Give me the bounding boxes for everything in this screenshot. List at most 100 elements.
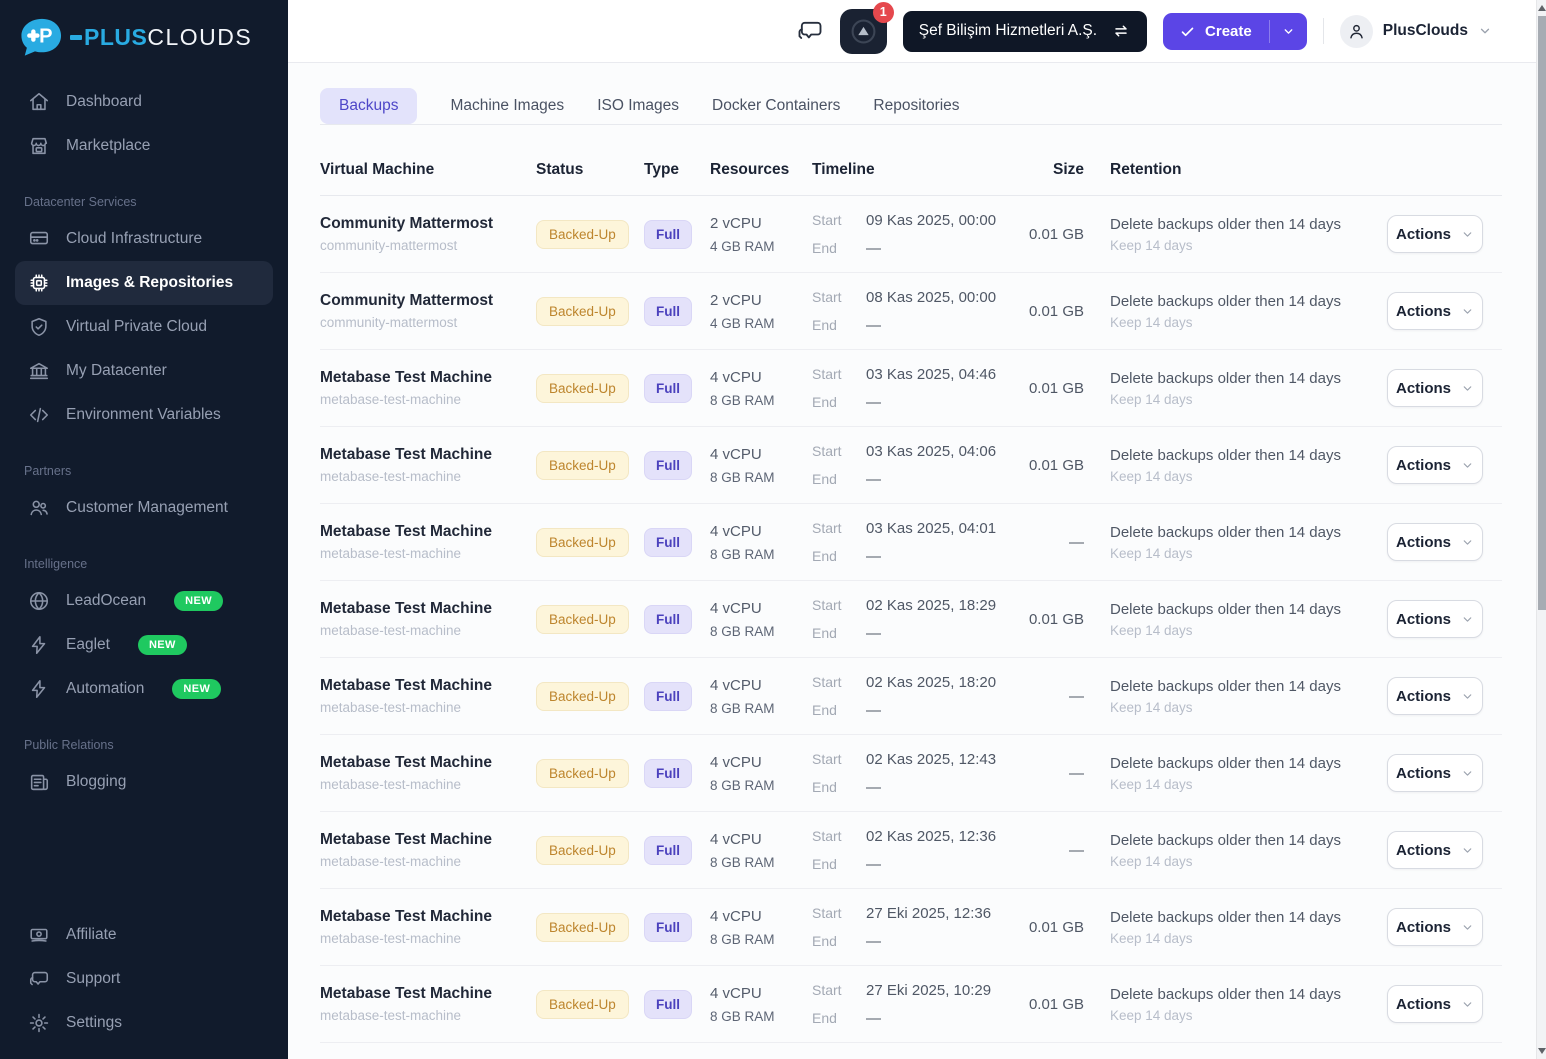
vm-name: Metabase Test Machine: [320, 985, 492, 1002]
retention-cell: Delete backups older then 14 days Keep 1…: [1084, 216, 1366, 253]
vm-name: Community Mattermost: [320, 215, 494, 232]
vm-cell: Metabase Test Machine metabase-test-mach…: [320, 677, 536, 715]
sidebar-item-eaglet[interactable]: Eaglet NEW: [0, 623, 288, 667]
timeline-end-label: End: [812, 855, 837, 872]
vcpu-value: 4 vCPU: [710, 368, 762, 386]
actions-button[interactable]: Actions: [1387, 215, 1483, 253]
status-badge: Backed-Up: [536, 989, 629, 1019]
sidebar-item-images-repositories[interactable]: Images & Repositories: [15, 261, 273, 305]
type-badge: Full: [644, 681, 692, 711]
timeline-cell: Start 27 Eki 2025, 12:36 End —: [812, 905, 1008, 950]
column-header-type: Type: [644, 161, 680, 178]
vm-name: Metabase Test Machine: [320, 600, 492, 617]
type-cell: Full: [644, 219, 710, 249]
actions-button[interactable]: Actions: [1387, 292, 1483, 330]
resources-cell: 2 vCPU 4 GB RAM: [710, 215, 812, 254]
actions-cell: Actions: [1366, 831, 1502, 869]
sidebar-item-my-datacenter[interactable]: My Datacenter: [0, 349, 288, 393]
actions-button[interactable]: Actions: [1387, 677, 1483, 715]
size-value: —: [1069, 841, 1084, 859]
actions-cell: Actions: [1366, 985, 1502, 1023]
retention-policy: Delete backups older then 14 days: [1110, 446, 1341, 464]
tab-backups[interactable]: Backups: [320, 88, 418, 124]
actions-button[interactable]: Actions: [1387, 446, 1483, 484]
scrollbar-down-arrow[interactable]: [1538, 1048, 1546, 1054]
resources-cell: 4 vCPU 8 GB RAM: [710, 754, 812, 793]
actions-button[interactable]: Actions: [1387, 908, 1483, 946]
status-badge: Backed-Up: [536, 219, 629, 249]
sidebar-item-virtual-private-cloud[interactable]: Virtual Private Cloud: [0, 305, 288, 349]
newspaper-icon: [30, 774, 49, 791]
table-row: Metabase Test Machine metabase-test-mach…: [320, 658, 1502, 735]
timeline-cell: Start 02 Kas 2025, 18:20 End —: [812, 674, 1008, 719]
actions-button[interactable]: Actions: [1387, 985, 1483, 1023]
timeline-start-value: 27 Eki 2025, 12:36: [866, 904, 992, 922]
status-cell: Backed-Up: [536, 989, 644, 1019]
sidebar-item-environment-variables[interactable]: Environment Variables: [0, 393, 288, 437]
timeline-end-value: —: [866, 316, 881, 334]
sidebar-item-label: Eaglet: [66, 636, 110, 653]
sidebar-item-automation[interactable]: Automation NEW: [0, 667, 288, 711]
person-icon: [1349, 24, 1363, 39]
tab-machine-images[interactable]: Machine Images: [450, 97, 565, 114]
sidebar-item-settings[interactable]: Settings: [0, 1001, 288, 1045]
timeline-end-label: End: [812, 701, 837, 718]
vm-name: Metabase Test Machine: [320, 369, 492, 386]
create-dropdown-toggle[interactable]: [1270, 13, 1307, 50]
scrollbar-thumb[interactable]: [1538, 16, 1546, 610]
page-scrollbar[interactable]: [1536, 0, 1546, 1059]
scrollbar-up-arrow[interactable]: [1538, 5, 1546, 11]
column-header-retention: Retention: [1110, 161, 1182, 178]
sidebar-item-support[interactable]: Support: [0, 957, 288, 1001]
timeline-start-label: Start: [812, 211, 842, 228]
actions-button[interactable]: Actions: [1387, 754, 1483, 792]
vm-slug: metabase-test-machine: [320, 931, 462, 946]
timeline-end-label: End: [812, 239, 837, 256]
sidebar-section-title: Datacenter Services: [24, 195, 137, 209]
tab-bar: Backups Machine Images ISO Images Docker…: [320, 88, 1502, 125]
ram-value: 8 GB RAM: [710, 854, 775, 870]
sidebar-item-affiliate[interactable]: Affiliate: [0, 913, 288, 957]
column-header-size: Size: [1052, 161, 1084, 178]
timeline-cell: Start 03 Kas 2025, 04:01 End —: [812, 520, 1008, 565]
vcpu-value: 4 vCPU: [710, 984, 762, 1002]
retention-cell: Delete backups older then 14 days Keep 1…: [1084, 678, 1366, 715]
sidebar-item-marketplace[interactable]: Marketplace: [0, 124, 288, 168]
chat-button[interactable]: [796, 17, 824, 45]
vm-slug: metabase-test-machine: [320, 623, 462, 638]
timeline-start-value: 02 Kas 2025, 18:29: [866, 596, 997, 614]
vm-cell: Metabase Test Machine metabase-test-mach…: [320, 908, 536, 946]
vm-slug: community-mattermost: [320, 238, 458, 253]
size-value: —: [1069, 533, 1084, 551]
actions-button-label: Actions: [1395, 302, 1451, 320]
timeline-start-label: Start: [812, 904, 842, 921]
tab-docker-containers[interactable]: Docker Containers: [712, 97, 841, 114]
sidebar-item-dashboard[interactable]: Dashboard: [0, 80, 288, 124]
organization-switcher[interactable]: Şef Bilişim Hizmetleri A.Ş.: [902, 10, 1148, 52]
tab-repositories[interactable]: Repositories: [873, 97, 960, 114]
retention-keep: Keep 14 days: [1110, 391, 1193, 407]
chevron-down-icon: [1463, 847, 1472, 853]
tab-iso-images[interactable]: ISO Images: [597, 97, 680, 114]
actions-button[interactable]: Actions: [1387, 831, 1483, 869]
server-icon: [29, 231, 49, 245]
ram-value: 4 GB RAM: [710, 238, 775, 254]
retention-policy: Delete backups older then 14 days: [1110, 831, 1341, 849]
create-button[interactable]: Create: [1163, 12, 1307, 50]
plusclouds-logo[interactable]: P PLUS CLOUDS: [0, 0, 288, 60]
chevron-down-icon: [1463, 616, 1472, 622]
sidebar-item-customer-management[interactable]: Customer Management: [0, 486, 288, 530]
type-cell: Full: [644, 373, 710, 403]
create-button-main[interactable]: Create: [1163, 13, 1269, 50]
account-menu[interactable]: PlusClouds: [1339, 14, 1492, 48]
sidebar-item-cloud-infrastructure[interactable]: Cloud Infrastructure: [0, 217, 288, 261]
actions-button[interactable]: Actions: [1387, 600, 1483, 638]
notifications-button[interactable]: 1: [839, 1, 894, 54]
actions-button[interactable]: Actions: [1387, 523, 1483, 561]
sidebar-item-blogging[interactable]: Blogging: [0, 760, 288, 804]
topbar: 1 Şef Bilişim Hizmetleri A.Ş. Create Plu…: [288, 0, 1536, 63]
actions-button[interactable]: Actions: [1387, 369, 1483, 407]
retention-cell: Delete backups older then 14 days Keep 1…: [1084, 370, 1366, 407]
sidebar-item-leadocean[interactable]: LeadOcean NEW: [0, 579, 288, 623]
vm-slug: metabase-test-machine: [320, 546, 462, 561]
